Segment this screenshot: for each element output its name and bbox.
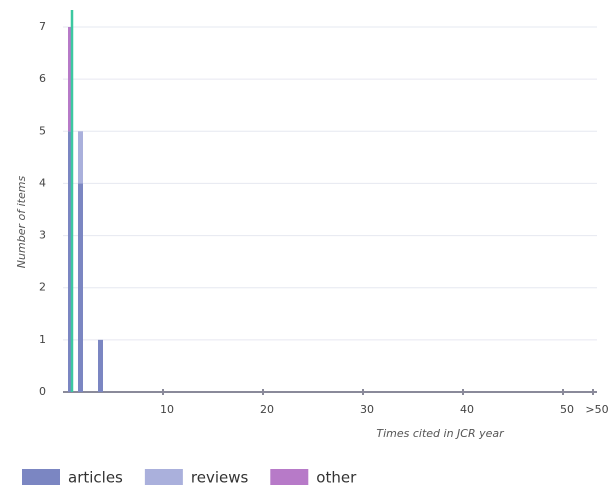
bar-segment [98,339,103,392]
y-tick-label: 0 [39,385,46,398]
legend-label: reviews [191,469,249,485]
y-tick-label: 3 [39,229,46,242]
y-tick-label: 2 [39,281,46,294]
x-tick-label: 50 [560,403,574,416]
y-tick-label: 5 [39,124,46,137]
y-tick-label: 4 [39,176,46,189]
bar-segment [68,131,73,393]
y-tick-label: 6 [39,72,46,85]
bar-segment [68,27,73,132]
legend-swatch [270,469,309,485]
y-axis-label: Number of items [15,176,28,269]
legend-label: articles [68,469,123,485]
y-tick-label: 1 [39,333,46,346]
legend-swatch [144,469,183,485]
x-tick-label: 10 [160,403,174,416]
x-axis-label: Times cited in JCR year [376,427,505,440]
bar-segment [78,131,83,184]
y-tick-label: 7 [39,20,46,33]
x-tick-label: 40 [460,403,474,416]
x-tick-label: 30 [360,403,374,416]
legend-label: other [316,469,357,485]
bar-segment [78,183,83,392]
x-tick-label: 20 [260,403,274,416]
x-tick-label: >50 [585,403,608,416]
legend-swatch [22,469,60,485]
